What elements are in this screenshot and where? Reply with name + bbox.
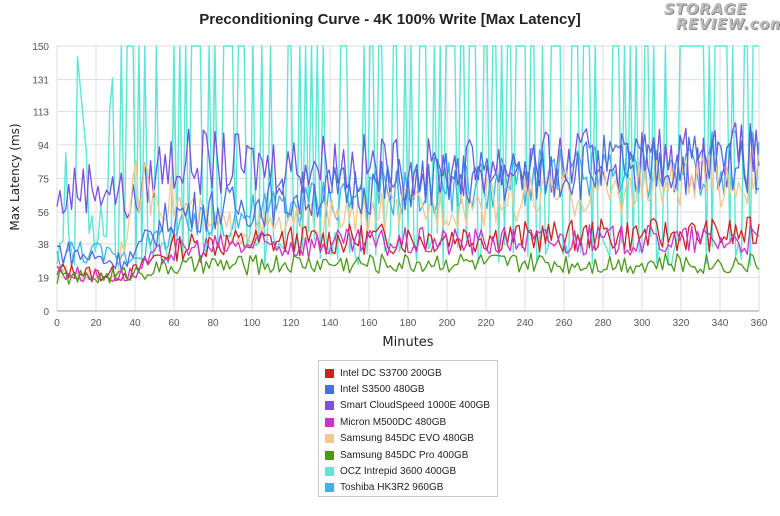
logo-line-1: STORAGE (664, 0, 748, 18)
x-tick-label: 260 (556, 318, 573, 329)
legend-item: Micron M500DC 480GB (325, 414, 497, 430)
x-tick-label: 360 (751, 318, 768, 329)
series-line-3 (56, 122, 760, 219)
x-tick-label: 200 (439, 318, 456, 329)
x-tick-label: 180 (400, 318, 417, 329)
series-line-1 (56, 216, 760, 282)
x-tick-label: 60 (168, 318, 180, 329)
x-tick-label: 140 (322, 318, 339, 329)
y-tick-label: 131 (32, 76, 49, 87)
legend-label: Toshiba HK3R2 960GB (340, 482, 444, 494)
x-tick-label: 120 (283, 318, 300, 329)
series-line-6 (56, 252, 760, 285)
legend-item: Intel S3500 480GB (325, 381, 497, 397)
legend-swatch (325, 434, 334, 444)
x-tick-label: 20 (90, 318, 102, 329)
y-tick-label: 0 (43, 307, 49, 318)
legend-label: Intel DC S3700 200GB (340, 367, 442, 379)
legend-swatch (325, 401, 334, 411)
x-tick-label: 100 (244, 318, 261, 329)
legend-item: Toshiba HK3R2 960GB (325, 480, 497, 496)
legend-label: OCZ Intrepid 3600 400GB (340, 466, 457, 478)
legend-label: Intel S3500 480GB (340, 384, 425, 396)
x-tick-label: 340 (712, 318, 729, 329)
legend-label: Samsung 845DC EVO 480GB (340, 433, 474, 445)
y-tick-label: 75 (38, 175, 50, 186)
x-tick-label: 80 (207, 318, 219, 329)
logo-line-2: REVIEW.com (676, 15, 780, 33)
legend-swatch (325, 368, 334, 378)
x-tick-label: 280 (595, 318, 612, 329)
axes: 0 19 38 56 75 94 113 131 150 0 20 40 60 80 100 120 140 16… (32, 42, 767, 329)
legend-swatch (325, 483, 334, 493)
y-tick-label: 56 (38, 208, 50, 219)
legend-item: Samsung 845DC Pro 400GB (325, 447, 497, 463)
y-tick-label: 38 (38, 240, 50, 251)
chart-title: Preconditioning Curve - 4K 100% Write [M… (199, 11, 581, 28)
y-axis-label: Max Latency (ms) (8, 123, 22, 230)
legend-swatch (325, 417, 334, 427)
x-tick-label: 240 (517, 318, 534, 329)
chart-legend: Intel DC S3700 200GB Intel S3500 480GB Sma… (318, 360, 498, 497)
storagereview-logo: STORAGE REVIEW.com (664, 0, 780, 36)
x-tick-label: 220 (478, 318, 495, 329)
x-tick-label: 160 (361, 318, 378, 329)
legend-item: Intel DC S3700 200GB (325, 365, 497, 381)
x-tick-label: 300 (634, 318, 651, 329)
y-tick-label: 19 (38, 273, 50, 284)
series-line-4 (56, 224, 760, 283)
legend-label: Micron M500DC 480GB (340, 416, 447, 428)
x-tick-label: 320 (673, 318, 690, 329)
y-tick-label: 150 (32, 42, 49, 53)
legend-item: OCZ Intrepid 3600 400GB (325, 463, 497, 479)
y-tick-label: 113 (33, 107, 49, 118)
legend-swatch (325, 385, 334, 395)
x-axis-label: Minutes (382, 335, 433, 350)
legend-label: Smart CloudSpeed 1000E 400GB (340, 400, 491, 412)
legend-swatch (325, 450, 334, 460)
legend-item: Smart CloudSpeed 1000E 400GB (325, 398, 497, 414)
legend-swatch (325, 467, 334, 477)
legend-label: Samsung 845DC Pro 400GB (340, 449, 469, 461)
series-lines (56, 45, 760, 285)
line-chart: 0 19 38 56 75 94 113 131 150 0 20 40 60 80 100 120 140 16… (8, 42, 768, 350)
legend-item: Samsung 845DC EVO 480GB (325, 431, 497, 447)
series-line-5 (56, 151, 760, 282)
y-tick-label: 94 (38, 141, 50, 152)
x-tick-label: 0 (54, 318, 60, 329)
x-tick-label: 40 (129, 318, 141, 329)
